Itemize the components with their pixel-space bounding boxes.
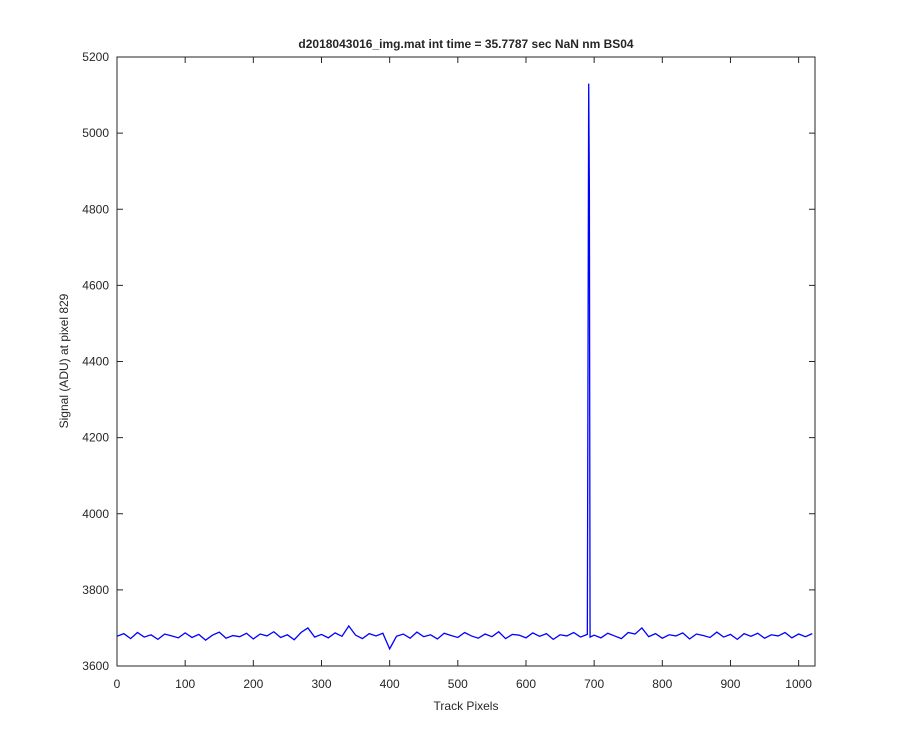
y-tick-label: 4800: [82, 202, 109, 216]
x-axis-label: Track Pixels: [434, 699, 499, 713]
y-tick-label: 5000: [82, 126, 109, 140]
x-tick-label: 200: [243, 677, 263, 691]
y-axis-label: Signal (ADU) at pixel 829: [57, 293, 71, 428]
x-tick-label: 700: [584, 677, 604, 691]
y-tick-label: 4600: [82, 278, 109, 292]
x-tick-label: 0: [114, 677, 121, 691]
x-tick-label: 100: [175, 677, 195, 691]
y-tick-label: 4000: [82, 507, 109, 521]
x-tick-label: 300: [311, 677, 331, 691]
x-tick-label: 1000: [785, 677, 812, 691]
y-tick-label: 4400: [82, 355, 109, 369]
y-tick-label: 5200: [82, 50, 109, 64]
y-tick-label: 3800: [82, 583, 109, 597]
chart-title: d2018043016_img.mat int time = 35.7787 s…: [298, 37, 634, 51]
x-tick-label: 800: [652, 677, 672, 691]
y-tick-label: 4200: [82, 431, 109, 445]
data-line: [116, 83, 813, 651]
x-tick-label: 400: [380, 677, 400, 691]
x-tick-label: 500: [448, 677, 468, 691]
x-tick-label: 900: [720, 677, 740, 691]
y-tick-label: 3600: [82, 659, 109, 673]
x-tick-label: 600: [516, 677, 536, 691]
